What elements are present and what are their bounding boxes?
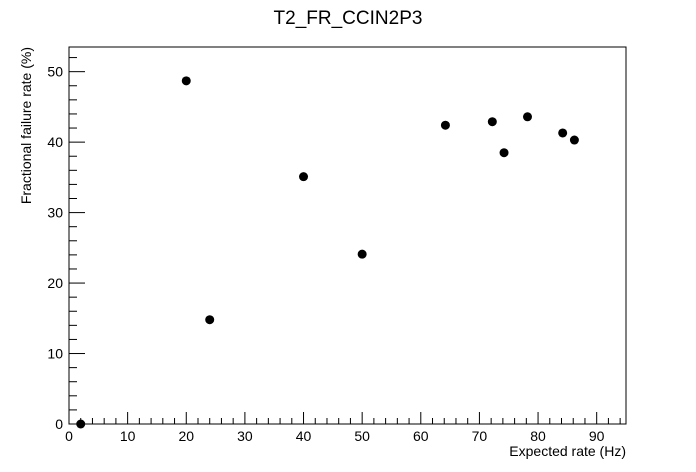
data-points bbox=[76, 76, 579, 429]
y-axis-label: Fractional failure rate (%) bbox=[18, 47, 34, 204]
x-tick-label: 90 bbox=[589, 428, 605, 444]
plot-frame bbox=[68, 46, 627, 425]
y-tick-label: 50 bbox=[47, 64, 63, 80]
data-point bbox=[522, 112, 532, 122]
data-point bbox=[76, 419, 86, 429]
x-tick-label: 60 bbox=[413, 428, 429, 444]
tick-labels: 0 10 20 30 40 50 60 70 80 90 0 10 20 30 40 50 bbox=[47, 64, 604, 444]
y-tick-label: 10 bbox=[47, 346, 63, 362]
data-point bbox=[205, 315, 215, 325]
y-tick-label: 40 bbox=[47, 134, 63, 150]
x-axis-label: Expected rate (Hz) bbox=[509, 443, 626, 459]
y-tick-label: 20 bbox=[47, 275, 63, 291]
x-tick-label: 20 bbox=[178, 428, 194, 444]
x-tick-label: 10 bbox=[120, 428, 136, 444]
data-point bbox=[569, 135, 579, 145]
data-point bbox=[558, 128, 568, 138]
axis-ticks bbox=[68, 57, 621, 425]
x-tick-label: 80 bbox=[530, 428, 546, 444]
x-tick-label: 40 bbox=[296, 428, 312, 444]
x-tick-label: 70 bbox=[472, 428, 488, 444]
data-point bbox=[487, 117, 497, 127]
data-point bbox=[499, 148, 509, 158]
x-tick-label: 50 bbox=[354, 428, 370, 444]
data-point bbox=[357, 249, 367, 259]
x-tick-label: 0 bbox=[65, 428, 73, 444]
y-tick-label: 0 bbox=[55, 416, 63, 432]
y-tick-label: 30 bbox=[47, 205, 63, 221]
data-point bbox=[440, 120, 450, 130]
chart-title: T2_FR_CCIN2P3 bbox=[274, 8, 423, 29]
data-point bbox=[299, 172, 309, 182]
x-tick-label: 30 bbox=[237, 428, 253, 444]
data-point bbox=[181, 76, 191, 86]
